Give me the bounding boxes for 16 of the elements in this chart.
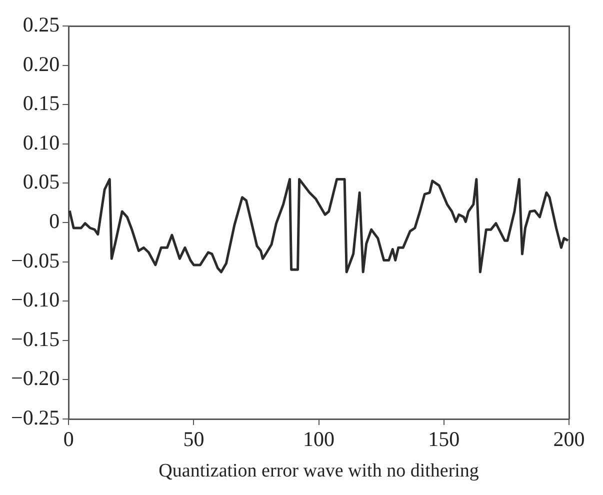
y-tick-label: 0.10 — [22, 130, 60, 154]
y-tick-label: −0.25 — [11, 406, 60, 430]
x-tick-label: 200 — [553, 427, 585, 452]
y-tick-label: −0.15 — [11, 326, 60, 351]
y-tick-label: 0.05 — [22, 170, 60, 194]
y-tick-label: 0.20 — [22, 52, 60, 76]
x-tick-label: 100 — [303, 427, 335, 452]
x-axis-title: Quantization error wave with no dithering — [158, 460, 480, 482]
y-tick-label: −0.20 — [11, 366, 60, 390]
x-tick-label: 150 — [428, 427, 460, 452]
y-tick-label: −0.05 — [11, 248, 60, 272]
y-tick-label: −0.10 — [11, 288, 60, 312]
y-tick-label: 0 — [49, 209, 60, 234]
y-tick-label: 0.25 — [22, 12, 60, 37]
x-tick-label: 50 — [183, 427, 204, 452]
y-tick-label: 0.15 — [22, 91, 60, 116]
